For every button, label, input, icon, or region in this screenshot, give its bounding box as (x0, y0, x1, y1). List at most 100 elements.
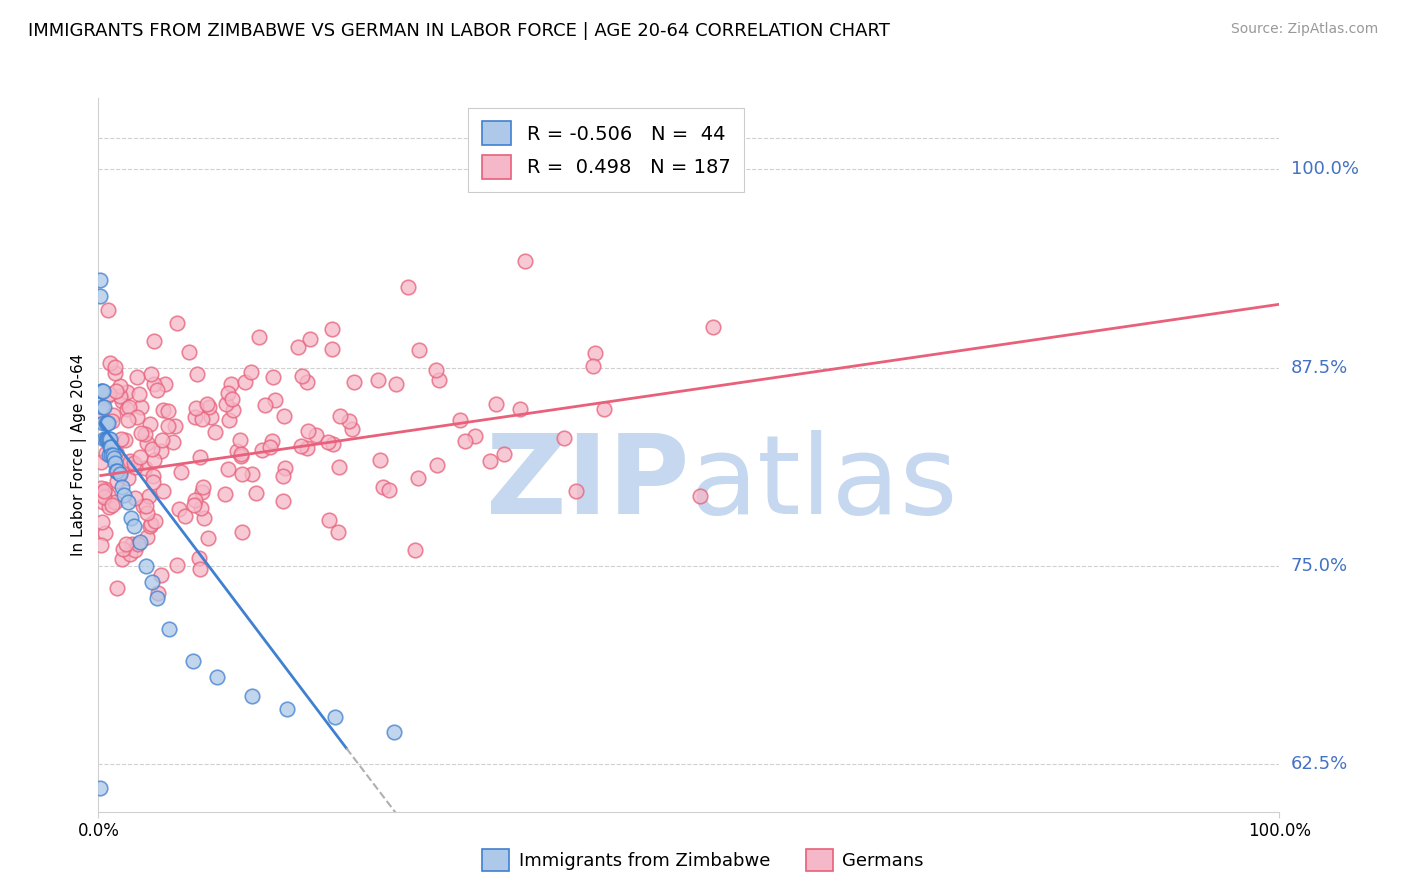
Point (98, 432, 121, 446)
Point (127, 410, 149, 425)
Point (129, 400, 152, 414)
Point (121, 511, 143, 525)
Point (287, 340, 309, 354)
Point (427, 373, 450, 387)
Point (145, 515, 167, 529)
Point (156, 418, 179, 433)
Point (115, 384, 138, 399)
Point (425, 363, 447, 377)
Point (96, 416, 118, 430)
Point (89, 289, 111, 303)
Point (111, 393, 134, 408)
Point (240, 689, 263, 703)
Point (122, 456, 145, 470)
Point (149, 444, 172, 458)
Point (221, 392, 243, 406)
Point (121, 537, 143, 551)
Point (111, 552, 134, 566)
Point (378, 483, 401, 497)
Point (229, 433, 252, 447)
Point (91, 488, 114, 502)
Point (322, 437, 344, 451)
Point (93, 401, 115, 415)
Point (184, 401, 207, 416)
Point (139, 519, 162, 533)
Point (124, 543, 146, 558)
Point (117, 495, 139, 509)
Point (96, 389, 118, 403)
Point (494, 447, 516, 461)
Point (152, 483, 174, 498)
Point (124, 491, 146, 505)
Point (93, 484, 115, 499)
Point (250, 442, 273, 457)
Point (111, 480, 134, 494)
Point (328, 460, 350, 475)
Point (247, 330, 270, 344)
Point (108, 467, 131, 481)
Point (166, 558, 188, 572)
Point (157, 404, 180, 418)
Point (117, 459, 139, 474)
Point (115, 401, 138, 416)
Point (143, 453, 166, 467)
Point (153, 377, 176, 392)
Point (108, 379, 131, 393)
Point (290, 438, 312, 452)
Point (231, 467, 253, 482)
Point (485, 397, 508, 411)
Point (162, 435, 184, 450)
Point (100, 440, 122, 454)
Point (112, 487, 135, 501)
Point (93, 432, 115, 446)
Point (112, 542, 135, 557)
Point (105, 464, 128, 478)
Point (98, 432, 121, 446)
Point (135, 558, 157, 573)
Point (98, 448, 121, 462)
Point (128, 450, 150, 465)
Point (297, 441, 319, 455)
Point (193, 511, 215, 525)
Point (142, 468, 165, 483)
Point (105, 464, 128, 478)
Point (689, 489, 711, 503)
Point (135, 500, 157, 514)
Text: atlas: atlas (689, 430, 957, 537)
Point (122, 519, 145, 533)
Point (191, 412, 214, 426)
Point (150, 567, 173, 582)
Point (134, 460, 156, 475)
Point (104, 494, 127, 508)
Point (291, 369, 314, 384)
Point (89, 780, 111, 795)
Point (97, 432, 120, 446)
Point (139, 417, 162, 432)
Point (193, 480, 215, 494)
Point (214, 397, 236, 411)
Point (157, 623, 180, 637)
Point (274, 461, 297, 475)
Point (305, 428, 328, 442)
Point (373, 480, 395, 494)
Point (136, 530, 159, 544)
Point (478, 454, 501, 468)
Point (94, 525, 117, 540)
Point (97, 302, 120, 317)
Point (138, 490, 160, 504)
Point (98, 387, 121, 401)
Point (316, 435, 339, 450)
Text: ZIP: ZIP (485, 430, 689, 537)
Point (253, 398, 276, 412)
Point (98, 356, 121, 370)
Point (191, 484, 214, 499)
Y-axis label: In Labor Force | Age 20-64: In Labor Force | Age 20-64 (72, 354, 87, 556)
Point (132, 499, 155, 513)
Point (385, 377, 408, 392)
Point (426, 458, 449, 472)
Point (276, 701, 298, 715)
Point (229, 450, 252, 464)
Point (217, 462, 239, 476)
Point (136, 436, 159, 450)
Legend: Immigrants from Zimbabwe, Germans: Immigrants from Zimbabwe, Germans (475, 842, 931, 879)
